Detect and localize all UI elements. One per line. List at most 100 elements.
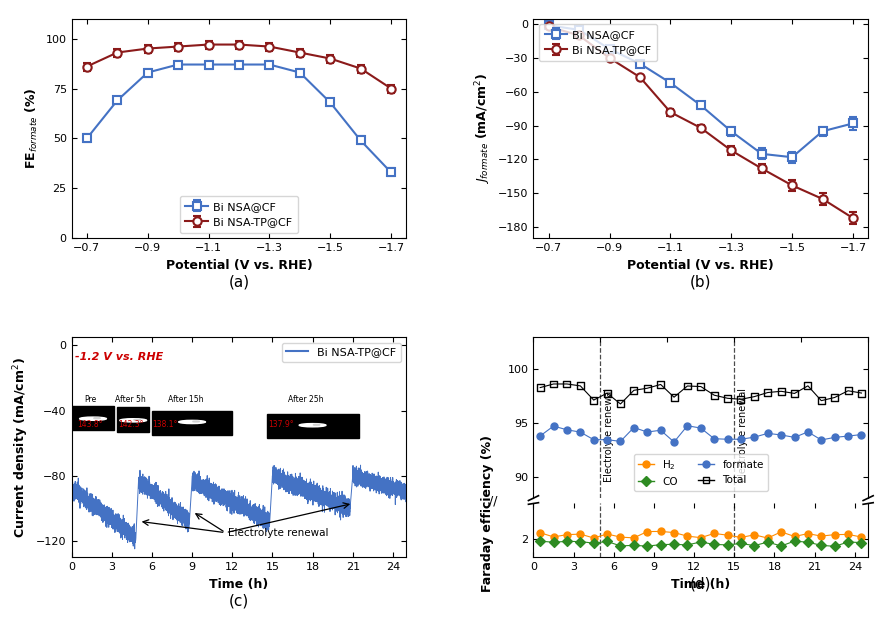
Point <box>720 435 734 444</box>
Point <box>586 533 600 543</box>
Point <box>653 527 667 537</box>
Point <box>666 539 680 549</box>
Point <box>760 387 774 397</box>
Point <box>854 430 868 439</box>
Point <box>572 529 586 539</box>
Point <box>760 537 774 547</box>
Point <box>746 530 761 540</box>
Point <box>559 530 573 540</box>
Bar <box>72 405 114 430</box>
Point <box>706 434 721 444</box>
Point <box>800 529 814 539</box>
Point <box>840 529 855 539</box>
Circle shape <box>179 420 206 423</box>
Text: After 5h: After 5h <box>115 396 146 404</box>
Point <box>586 395 600 405</box>
Point <box>612 399 627 409</box>
Point <box>626 540 640 550</box>
Point <box>787 532 801 542</box>
Legend: Bi NSA@CF, Bi NSA-TP@CF: Bi NSA@CF, Bi NSA-TP@CF <box>538 24 656 61</box>
Point <box>545 421 560 431</box>
Point <box>773 527 788 537</box>
Point <box>679 421 694 431</box>
Point <box>787 389 801 399</box>
Text: (c): (c) <box>229 594 249 608</box>
Point <box>706 390 721 400</box>
Text: Electrolyte renewal: Electrolyte renewal <box>603 388 614 482</box>
Point <box>533 431 547 441</box>
Point <box>854 388 868 398</box>
Point <box>599 529 613 539</box>
Point <box>827 542 841 552</box>
Point <box>545 532 560 542</box>
Point <box>545 379 560 389</box>
Point <box>639 541 654 551</box>
Legend: Bi NSA@CF, Bi NSA-TP@CF: Bi NSA@CF, Bi NSA-TP@CF <box>180 196 298 233</box>
Point <box>666 527 680 537</box>
Point <box>800 381 814 391</box>
Point <box>533 528 547 538</box>
Point <box>586 538 600 548</box>
Point <box>733 532 747 542</box>
Legend: Bi NSA-TP@CF: Bi NSA-TP@CF <box>282 343 401 361</box>
Point <box>639 383 654 393</box>
Point <box>693 537 707 547</box>
Point <box>599 388 613 398</box>
Point <box>653 379 667 389</box>
Point <box>679 540 694 550</box>
Point <box>854 538 868 548</box>
Circle shape <box>120 418 147 422</box>
Point <box>814 540 828 550</box>
Point <box>840 431 855 441</box>
Point <box>706 540 721 550</box>
Text: 142.3°: 142.3° <box>118 420 144 429</box>
Text: After 15h: After 15h <box>167 396 203 404</box>
Point <box>840 537 855 547</box>
Point <box>800 537 814 547</box>
Text: Electrolyte renewal: Electrolyte renewal <box>738 388 747 482</box>
Text: 143.8°: 143.8° <box>77 420 102 429</box>
Bar <box>117 407 149 431</box>
Circle shape <box>313 424 319 425</box>
Y-axis label: $J_{formate}$ (mA/cm$^{2}$): $J_{formate}$ (mA/cm$^{2}$) <box>472 73 492 184</box>
Point <box>612 436 627 446</box>
Point <box>800 427 814 437</box>
Point <box>572 427 586 437</box>
Y-axis label: Current density (mA/cm$^{2}$): Current density (mA/cm$^{2}$) <box>11 357 30 538</box>
Point <box>854 532 868 542</box>
Point <box>814 531 828 541</box>
Text: (b): (b) <box>689 275 711 290</box>
Bar <box>152 410 232 435</box>
Text: 137.9°: 137.9° <box>268 420 294 429</box>
Point <box>760 533 774 543</box>
Text: (a): (a) <box>228 275 249 290</box>
Point <box>720 540 734 550</box>
Point <box>653 425 667 435</box>
Point <box>827 530 841 540</box>
Point <box>814 396 828 405</box>
Point <box>626 423 640 433</box>
Point <box>559 537 573 547</box>
Point <box>773 430 788 440</box>
Text: (d): (d) <box>689 576 711 591</box>
Point <box>572 381 586 391</box>
Point <box>773 541 788 551</box>
Point <box>666 437 680 447</box>
Point <box>626 386 640 396</box>
Circle shape <box>192 421 199 422</box>
Point <box>599 435 613 444</box>
Point <box>533 383 547 392</box>
Bar <box>266 414 359 438</box>
Point <box>720 393 734 403</box>
Point <box>533 536 547 546</box>
X-axis label: Time (h): Time (h) <box>670 578 730 591</box>
Point <box>733 435 747 444</box>
Point <box>773 386 788 396</box>
Point <box>559 425 573 435</box>
Point <box>746 392 761 402</box>
Point <box>733 539 747 548</box>
Text: 138.1°: 138.1° <box>152 420 177 429</box>
Point <box>599 537 613 547</box>
Text: //: // <box>488 495 497 508</box>
Point <box>746 540 761 550</box>
